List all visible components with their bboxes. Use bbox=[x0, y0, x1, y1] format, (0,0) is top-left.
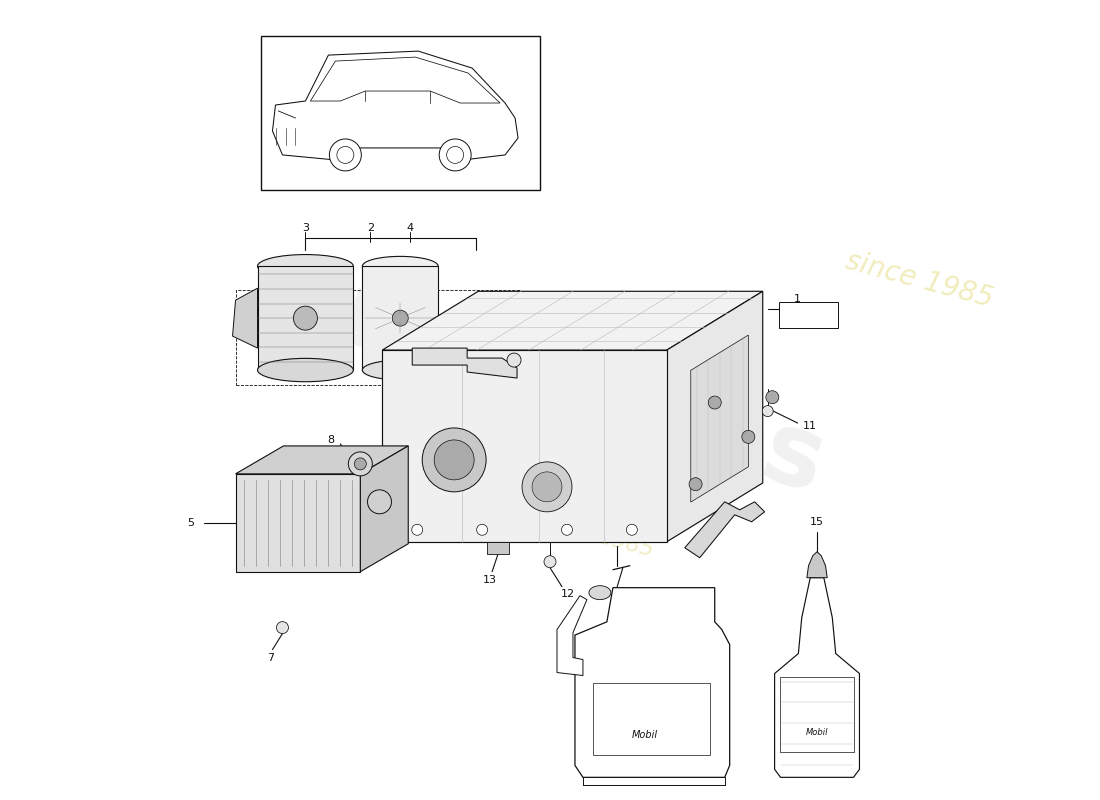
Polygon shape bbox=[235, 474, 361, 572]
Circle shape bbox=[766, 390, 779, 404]
Circle shape bbox=[741, 430, 755, 443]
Circle shape bbox=[411, 524, 422, 535]
FancyBboxPatch shape bbox=[487, 542, 509, 554]
Polygon shape bbox=[383, 291, 762, 350]
Text: a passion for parts... since 1985: a passion for parts... since 1985 bbox=[305, 449, 656, 561]
Text: 6: 6 bbox=[417, 389, 424, 399]
Circle shape bbox=[439, 139, 471, 171]
Text: 1: 1 bbox=[794, 294, 801, 304]
Circle shape bbox=[507, 353, 521, 367]
Text: 8: 8 bbox=[327, 435, 334, 445]
Polygon shape bbox=[685, 502, 764, 558]
Ellipse shape bbox=[257, 358, 353, 382]
Polygon shape bbox=[235, 446, 408, 474]
Circle shape bbox=[354, 458, 366, 470]
Text: 2 - 8: 2 - 8 bbox=[798, 310, 820, 320]
Text: 4: 4 bbox=[407, 223, 414, 234]
Polygon shape bbox=[383, 350, 667, 542]
Circle shape bbox=[522, 462, 572, 512]
Circle shape bbox=[276, 622, 288, 634]
Text: 15: 15 bbox=[810, 517, 824, 526]
Ellipse shape bbox=[476, 302, 494, 354]
Circle shape bbox=[329, 139, 361, 171]
Circle shape bbox=[544, 556, 556, 568]
Text: 14: 14 bbox=[705, 477, 718, 487]
Text: 16: 16 bbox=[609, 530, 624, 541]
Text: 7: 7 bbox=[267, 653, 274, 662]
Circle shape bbox=[349, 452, 372, 476]
Polygon shape bbox=[361, 446, 408, 572]
Text: Mobil: Mobil bbox=[631, 730, 658, 741]
Circle shape bbox=[626, 524, 637, 535]
Text: 13: 13 bbox=[483, 574, 497, 585]
Text: 3: 3 bbox=[301, 223, 309, 234]
Text: 6: 6 bbox=[517, 517, 524, 526]
Polygon shape bbox=[807, 552, 827, 578]
Text: 11: 11 bbox=[803, 421, 816, 431]
Circle shape bbox=[532, 472, 562, 502]
Text: 2: 2 bbox=[366, 223, 374, 234]
Ellipse shape bbox=[257, 254, 353, 278]
Circle shape bbox=[762, 406, 773, 417]
Polygon shape bbox=[232, 288, 257, 348]
FancyBboxPatch shape bbox=[257, 266, 353, 370]
Circle shape bbox=[476, 524, 487, 535]
Polygon shape bbox=[575, 588, 729, 778]
Text: 5: 5 bbox=[187, 518, 194, 528]
Text: Mobil: Mobil bbox=[806, 728, 828, 737]
Circle shape bbox=[447, 146, 464, 163]
Polygon shape bbox=[691, 335, 748, 502]
Text: 9: 9 bbox=[394, 320, 400, 330]
Polygon shape bbox=[667, 291, 762, 542]
Text: 10: 10 bbox=[540, 317, 554, 327]
Circle shape bbox=[294, 306, 318, 330]
Circle shape bbox=[393, 310, 408, 326]
Circle shape bbox=[708, 396, 722, 409]
Circle shape bbox=[689, 478, 702, 490]
FancyBboxPatch shape bbox=[362, 266, 438, 370]
Circle shape bbox=[422, 428, 486, 492]
Ellipse shape bbox=[362, 256, 438, 276]
Text: 12: 12 bbox=[561, 589, 575, 598]
FancyBboxPatch shape bbox=[779, 302, 837, 328]
Polygon shape bbox=[412, 348, 517, 378]
Ellipse shape bbox=[481, 308, 490, 348]
Circle shape bbox=[561, 524, 572, 535]
Circle shape bbox=[367, 490, 392, 514]
FancyBboxPatch shape bbox=[261, 36, 540, 190]
Text: euroPares: euroPares bbox=[263, 246, 837, 514]
Polygon shape bbox=[774, 578, 859, 778]
Text: since 1985: since 1985 bbox=[843, 247, 997, 314]
Polygon shape bbox=[557, 596, 587, 675]
Ellipse shape bbox=[588, 586, 610, 600]
Ellipse shape bbox=[362, 360, 438, 380]
Circle shape bbox=[434, 440, 474, 480]
Circle shape bbox=[337, 146, 354, 163]
